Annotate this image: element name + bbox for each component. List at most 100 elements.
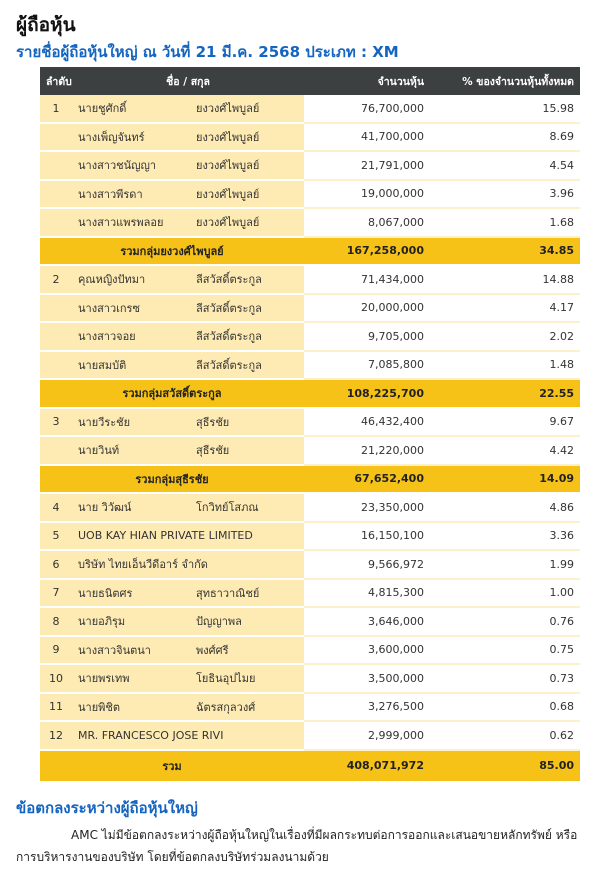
shares-cell: 71,434,000 <box>304 265 444 295</box>
pct-cell: 1.48 <box>444 350 580 380</box>
shares-cell: 21,220,000 <box>304 436 444 466</box>
group-total-row: รวมกลุ่มสุธีรชัย 67,652,400 14.09 <box>40 464 580 494</box>
surname-cell: ยงวงศ์ไพบูลย์ <box>190 208 304 238</box>
surname-cell: โกวิทย์โสภณ <box>190 493 304 523</box>
shares-cell: 76,700,000 <box>304 95 444 124</box>
pct-cell: 1.99 <box>444 550 580 580</box>
table-row: 3 นายวีระชัย สุธีรชัย 46,432,400 9.67 <box>40 407 580 437</box>
rank-cell <box>40 208 72 238</box>
group-pct: 14.09 <box>444 464 580 494</box>
rank-cell: 7 <box>40 578 72 608</box>
shareholders-subtitle: รายชื่อผู้ถือหุ้นใหญ่ ณ วันที่ 21 มี.ค. … <box>16 43 399 61</box>
surname-cell: ยงวงศ์ไพบูลย์ <box>190 151 304 181</box>
shares-cell: 3,646,000 <box>304 607 444 637</box>
surname-cell: ลีสวัสดิ์ตระกูล <box>190 322 304 352</box>
rank-cell <box>40 322 72 352</box>
header-name: ชื่อ / สกุล <box>72 67 304 95</box>
header-pct: % ของจำนวนหุ้นทั้งหมด <box>444 67 580 95</box>
first-name-cell: นายพรเทพ <box>72 664 190 694</box>
rank-cell <box>40 151 72 181</box>
pct-cell: 0.73 <box>444 664 580 694</box>
name-cell: บริษัท ไทยเอ็นวีดีอาร์ จำกัด <box>72 550 304 580</box>
pct-cell: 1.00 <box>444 578 580 608</box>
shares-cell: 20,000,000 <box>304 293 444 323</box>
pct-cell: 4.54 <box>444 151 580 181</box>
surname-cell: โยธินอุปไมย <box>190 664 304 694</box>
table-row: 4 นาย วิวัฒน์ โกวิทย์โสภณ 23,350,000 4.86 <box>40 493 580 523</box>
rank-cell: 2 <box>40 265 72 295</box>
rank-cell: 9 <box>40 635 72 665</box>
rank-cell: 12 <box>40 721 72 751</box>
shares-cell: 46,432,400 <box>304 407 444 437</box>
table-row: 10 นายพรเทพ โยธินอุปไมย 3,500,000 0.73 <box>40 664 580 694</box>
group-total-row: รวมกลุ่มยงวงศ์ไพบูลย์ 167,258,000 34.85 <box>40 236 580 266</box>
first-name-cell: คุณหญิงปัทมา <box>72 265 190 295</box>
total-shares: 408,071,972 <box>304 749 444 783</box>
surname-cell: ลีสวัสดิ์ตระกูล <box>190 293 304 323</box>
rank-cell <box>40 350 72 380</box>
table-row: นายสมบัติ ลีสวัสดิ์ตระกูล 7,085,800 1.48 <box>40 350 580 380</box>
rank-cell <box>40 122 72 152</box>
shares-cell: 9,566,972 <box>304 550 444 580</box>
rank-cell: 4 <box>40 493 72 523</box>
group-total-row: รวมกลุ่มสวัสดิ์ตระกูล 108,225,700 22.55 <box>40 379 580 409</box>
table-row: นางเพ็ญจันทร์ ยงวงศ์ไพบูลย์ 41,700,000 8.69 <box>40 122 580 152</box>
shares-cell: 3,276,500 <box>304 692 444 722</box>
table-row: 12 MR. FRANCESCO JOSE RIVI 2,999,000 0.62 <box>40 721 580 751</box>
table-row: นายวินท์ สุธีรชัย 21,220,000 4.42 <box>40 436 580 466</box>
first-name-cell: นาย วิวัฒน์ <box>72 493 190 523</box>
first-name-cell: นายพิชิต <box>72 692 190 722</box>
surname-cell: พงศ์ศรี <box>190 635 304 665</box>
pct-cell: 4.17 <box>444 293 580 323</box>
shares-cell: 3,600,000 <box>304 635 444 665</box>
table-row: 7 นายธนิตศร สุทธาวาณิชย์ 4,815,300 1.00 <box>40 578 580 608</box>
table-row: 5 UOB KAY HIAN PRIVATE LIMITED 16,150,100 3… <box>40 521 580 551</box>
shares-cell: 23,350,000 <box>304 493 444 523</box>
agreement-text: AMC ไม่มีข้อตกลงระหว่างผู้ถือหุ้นใหญ่ในเ… <box>16 828 578 864</box>
shares-cell: 4,815,300 <box>304 578 444 608</box>
pct-cell: 0.76 <box>444 607 580 637</box>
table-row: นางสาวพีรดา ยงวงศ์ไพบูลย์ 19,000,000 3.96 <box>40 179 580 209</box>
rank-cell: 3 <box>40 407 72 437</box>
surname-cell: ลีสวัสดิ์ตระกูล <box>190 265 304 295</box>
group-pct: 22.55 <box>444 379 580 409</box>
name-cell: MR. FRANCESCO JOSE RIVI <box>72 721 304 751</box>
pct-cell: 15.98 <box>444 95 580 124</box>
surname-cell: ยงวงศ์ไพบูลย์ <box>190 95 304 124</box>
shares-cell: 21,791,000 <box>304 151 444 181</box>
first-name-cell: นายธนิตศร <box>72 578 190 608</box>
shares-cell: 8,067,000 <box>304 208 444 238</box>
surname-cell: ยงวงศ์ไพบูลย์ <box>190 179 304 209</box>
table-row: นางสาวจอย ลีสวัสดิ์ตระกูล 9,705,000 2.02 <box>40 322 580 352</box>
name-cell: UOB KAY HIAN PRIVATE LIMITED <box>72 521 304 551</box>
table-header: ลำดับ ชื่อ / สกุล จำนวนหุ้น % ของจำนวนหุ… <box>40 67 580 95</box>
rank-cell: 5 <box>40 521 72 551</box>
first-name-cell: นางสาวจอย <box>72 322 190 352</box>
group-shares: 167,258,000 <box>304 236 444 266</box>
first-name-cell: นางสาวแพรพลอย <box>72 208 190 238</box>
pct-cell: 8.69 <box>444 122 580 152</box>
group-label: รวมกลุ่มสุธีรชัย <box>40 464 304 494</box>
shares-cell: 19,000,000 <box>304 179 444 209</box>
surname-cell: สุทธาวาณิชย์ <box>190 578 304 608</box>
grand-total-row: รวม 408,071,972 85.00 <box>40 749 580 783</box>
header-shares: จำนวนหุ้น <box>304 67 444 95</box>
pct-cell: 4.86 <box>444 493 580 523</box>
table-row: นางสาวแพรพลอย ยงวงศ์ไพบูลย์ 8,067,000 1.68 <box>40 208 580 238</box>
group-shares: 108,225,700 <box>304 379 444 409</box>
table-row: 8 นายอภิรุม ปัญญาพล 3,646,000 0.76 <box>40 607 580 637</box>
surname-cell: ยงวงศ์ไพบูลย์ <box>190 122 304 152</box>
pct-cell: 3.96 <box>444 179 580 209</box>
shares-cell: 16,150,100 <box>304 521 444 551</box>
surname-cell: ฉัตรสกุลวงศ์ <box>190 692 304 722</box>
pct-cell: 0.62 <box>444 721 580 751</box>
surname-cell: ปัญญาพล <box>190 607 304 637</box>
table-row: 11 นายพิชิต ฉัตรสกุลวงศ์ 3,276,500 0.68 <box>40 692 580 722</box>
total-label: รวม <box>40 749 304 783</box>
first-name-cell: นางสาวชนัญญา <box>72 151 190 181</box>
first-name-cell: นางสาวจินตนา <box>72 635 190 665</box>
first-name-cell: นางเพ็ญจันทร์ <box>72 122 190 152</box>
surname-cell: สุธีรชัย <box>190 407 304 437</box>
pct-cell: 0.75 <box>444 635 580 665</box>
pct-cell: 1.68 <box>444 208 580 238</box>
